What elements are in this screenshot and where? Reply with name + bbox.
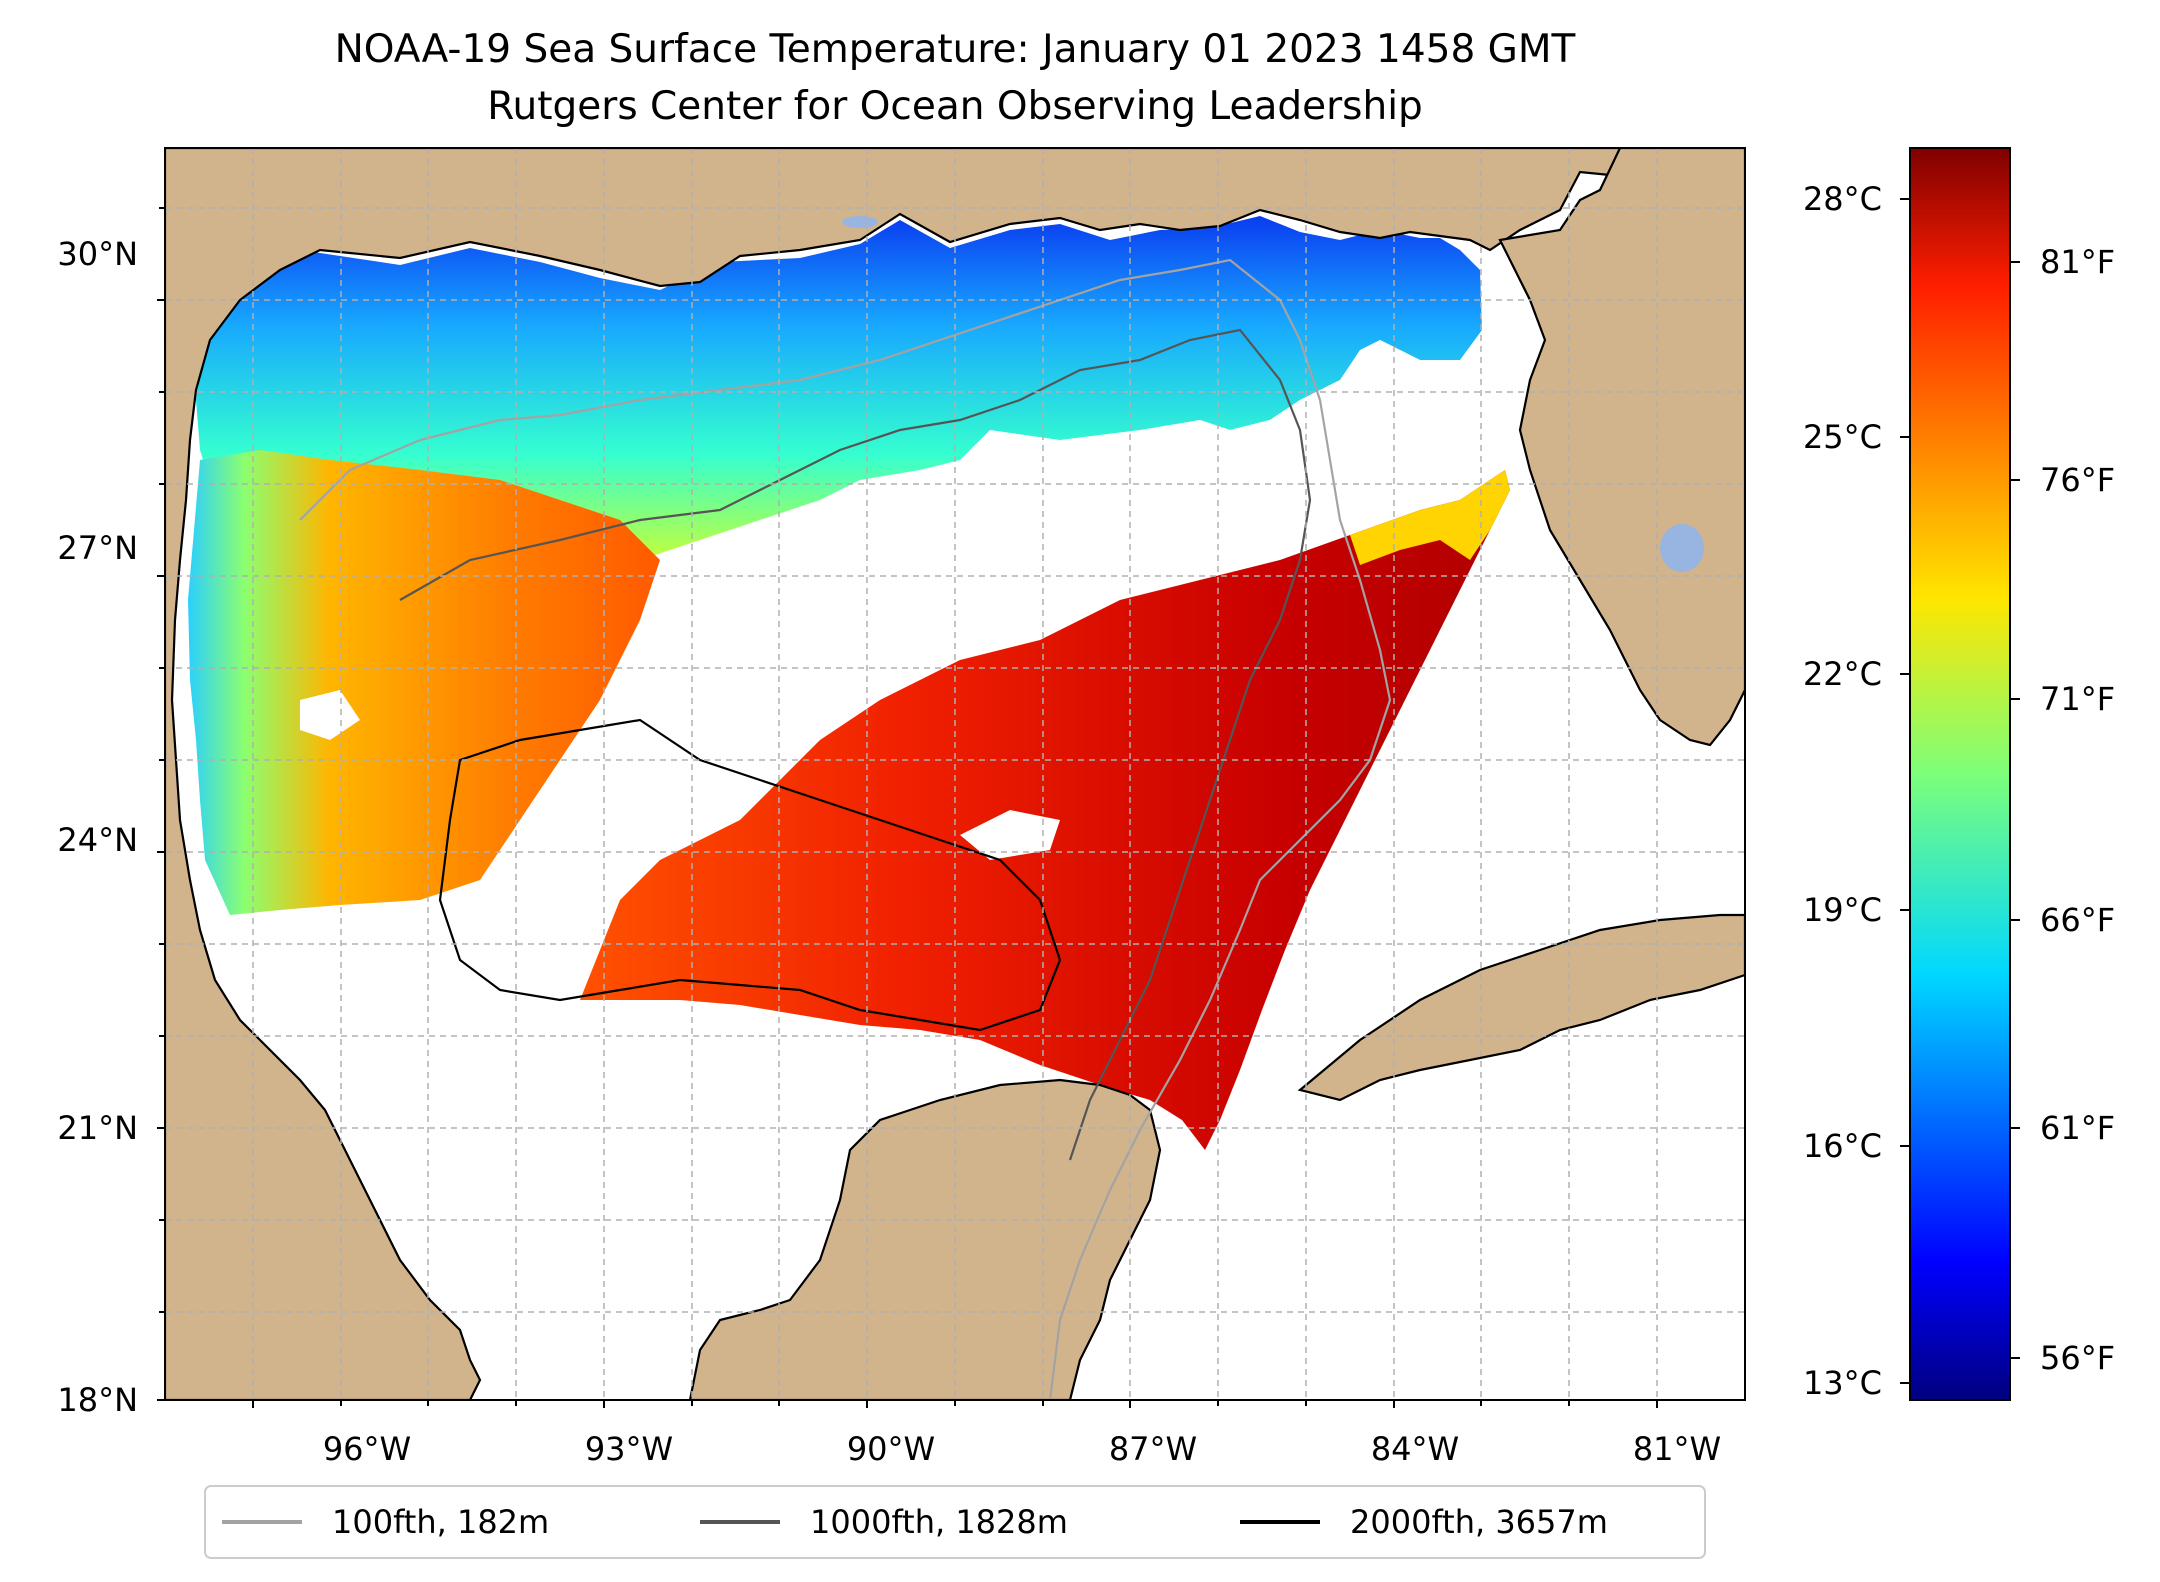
map-panel: 96°W 93°W 90°W 87°W 84°W 81°W 18°N 21°N …	[57, 147, 1746, 1468]
y-tick-label: 24°N	[57, 821, 138, 859]
colorbar-tick-f: 61°F	[2040, 1109, 2115, 1147]
sst-western-gulf	[188, 450, 660, 915]
legend-label: 1000fth, 1828m	[810, 1503, 1068, 1541]
y-tick-label: 27°N	[57, 529, 138, 567]
y-tick-label: 21°N	[57, 1109, 138, 1147]
colorbar-gradient	[1909, 147, 2011, 1401]
cloud-gap-4	[300, 690, 360, 740]
lake-pontchartrain	[842, 216, 878, 228]
colorbar-tick-f: 76°F	[2040, 461, 2115, 499]
land-north-us-coast	[165, 148, 1745, 1400]
land-florida	[1498, 148, 1745, 747]
axis-ticks	[157, 207, 1658, 1408]
contour-2000fth	[438, 718, 1062, 1032]
colorbar-tick-c: 28°C	[1803, 180, 1882, 218]
colorbar-tick-f: 56°F	[2040, 1339, 2115, 1377]
colorbar-tick-c: 13°C	[1803, 1364, 1882, 1402]
colorbar-tick-f: 71°F	[2040, 680, 2115, 718]
y-tick-label: 18°N	[57, 1381, 138, 1419]
colorbar-tick-c: 22°C	[1803, 655, 1882, 693]
x-tick-label: 81°W	[1633, 1430, 1721, 1468]
lake-okeechobee	[1660, 524, 1704, 572]
sst-eastern-edge	[1350, 470, 1510, 565]
y-tick-label: 30°N	[57, 235, 138, 273]
colorbar: 13°C 16°C 19°C 22°C 25°C 28°C 56°F 61°F …	[1803, 147, 2115, 1402]
title-line-2: Rutgers Center for Ocean Observing Leade…	[487, 84, 1423, 129]
x-tick-label: 90°W	[847, 1430, 935, 1468]
colorbar-tick-c: 19°C	[1803, 891, 1882, 929]
legend-label: 100fth, 182m	[332, 1503, 549, 1541]
sst-eastern-gulf	[580, 470, 1510, 1150]
x-tick-label: 87°W	[1109, 1430, 1197, 1468]
colorbar-tick-c: 25°C	[1803, 418, 1882, 456]
legend: 100fth, 182m 1000fth, 1828m 2000fth, 365…	[204, 1485, 1706, 1559]
x-tick-label: 84°W	[1371, 1430, 1459, 1468]
cloud-gap-3	[960, 810, 1060, 860]
colorbar-tick-c: 16°C	[1803, 1127, 1882, 1165]
colorbar-tick-f: 66°F	[2040, 901, 2115, 939]
legend-box	[204, 1485, 1706, 1559]
land-cuba	[1297, 913, 1745, 1102]
contour-1000fth	[399, 328, 1312, 1161]
contour-100fth	[299, 258, 1392, 1400]
title-line-1: NOAA-19 Sea Surface Temperature: January…	[335, 27, 1576, 72]
x-tick-label: 96°W	[323, 1430, 411, 1468]
legend-label: 2000fth, 3657m	[1350, 1503, 1608, 1541]
cloud-gap-2	[880, 340, 1480, 640]
colorbar-tick-f: 81°F	[2040, 243, 2115, 281]
x-tick-label: 93°W	[585, 1430, 673, 1468]
